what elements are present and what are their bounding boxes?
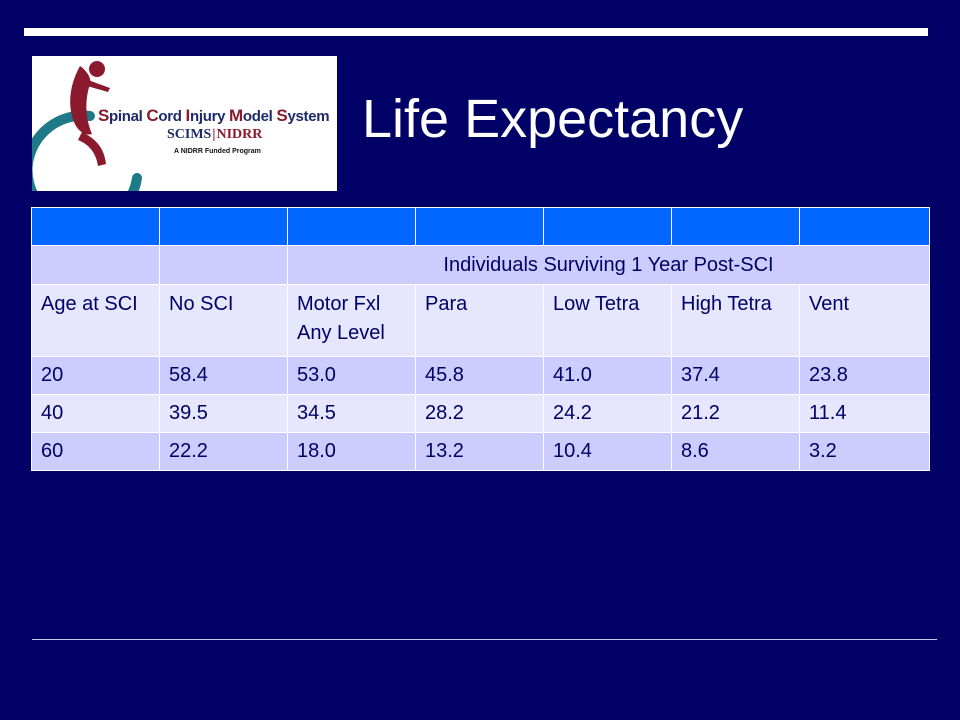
column-label: No SCI [159,284,288,357]
column-label: Motor Fxl Any Level [287,284,416,357]
column-label: Age at SCI [31,284,160,357]
table-cell: 21.2 [671,394,800,433]
table-header-row [31,207,930,246]
life-expectancy-table: Individuals Surviving 1 Year Post-SCI Ag… [31,207,930,471]
span-header: Individuals Surviving 1 Year Post-SCI [287,245,930,285]
table-cell: 41.0 [543,356,672,395]
table-cell: 22.2 [159,432,288,471]
header-cell [415,207,544,246]
table-cell: 13.2 [415,432,544,471]
table-cell: 39.5 [159,394,288,433]
column-labels-row: Age at SCI No SCI Motor Fxl Any Level Pa… [31,284,930,357]
column-label: Low Tetra [543,284,672,357]
table-cell: 53.0 [287,356,416,395]
table-row: 40 39.5 34.5 28.2 24.2 21.2 11.4 [31,394,930,433]
logo-program-name: Spinal Cord Injury Model System [98,106,330,125]
logo-org-names: SCIMS|NIDRR [167,127,263,142]
scims-logo: Spinal Cord Injury Model System SCIMS|NI… [32,56,337,191]
table-cell: 24.2 [543,394,672,433]
table-cell [31,245,160,285]
table-cell: 10.4 [543,432,672,471]
table-cell: 18.0 [287,432,416,471]
table-row: 60 22.2 18.0 13.2 10.4 8.6 3.2 [31,432,930,471]
table-cell: 34.5 [287,394,416,433]
table-cell: 23.8 [799,356,930,395]
header-cell [31,207,160,246]
table-cell: 58.4 [159,356,288,395]
logo-tagline: A NIDRR Funded Program [174,148,261,155]
wheelchair-figure-icon [32,61,142,191]
column-label: Vent [799,284,930,357]
header-cell [287,207,416,246]
table-subheader-row: Individuals Surviving 1 Year Post-SCI [31,245,930,285]
table-cell: 20 [31,356,160,395]
table-cell: 11.4 [799,394,930,433]
table-row: 20 58.4 53.0 45.8 41.0 37.4 23.8 [31,356,930,395]
table-cell: 8.6 [671,432,800,471]
column-label: High Tetra [671,284,800,357]
top-divider [24,28,928,36]
table-cell [159,245,288,285]
header-cell [799,207,930,246]
table-cell: 45.8 [415,356,544,395]
table-cell: 60 [31,432,160,471]
header-cell [543,207,672,246]
table-cell: 28.2 [415,394,544,433]
header-cell [671,207,800,246]
table-cell: 3.2 [799,432,930,471]
slide-title: Life Expectancy [362,89,744,149]
bottom-divider [32,639,937,640]
column-label: Para [415,284,544,357]
table-cell: 37.4 [671,356,800,395]
header-cell [159,207,288,246]
table-cell: 40 [31,394,160,433]
